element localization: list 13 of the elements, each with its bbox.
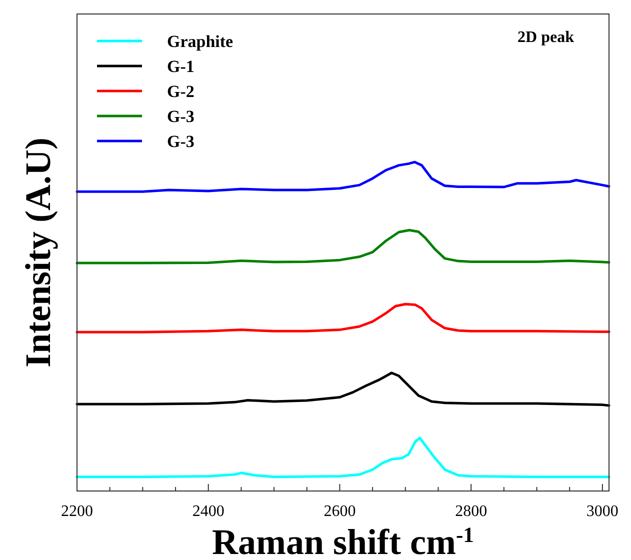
- x-tick-label: 2800: [455, 503, 488, 520]
- x-tick-label: 2600: [324, 503, 356, 520]
- x-axis-title: Raman shift cm$^{-1}$: [212, 522, 474, 560]
- x-tick-label: 2400: [192, 503, 224, 520]
- legend-label: G-1: [167, 57, 194, 76]
- y-axis-title: Intensity (A.U): [18, 138, 58, 368]
- legend-label: G-3: [167, 107, 194, 126]
- legend-label: Graphite: [167, 32, 234, 51]
- x-tick-label: 3000: [586, 503, 618, 520]
- x-tick-label: 2200: [61, 503, 93, 520]
- legend-label: G-3: [167, 132, 194, 151]
- legend-label: G-2: [167, 82, 194, 101]
- text: 2D peak: [518, 29, 574, 46]
